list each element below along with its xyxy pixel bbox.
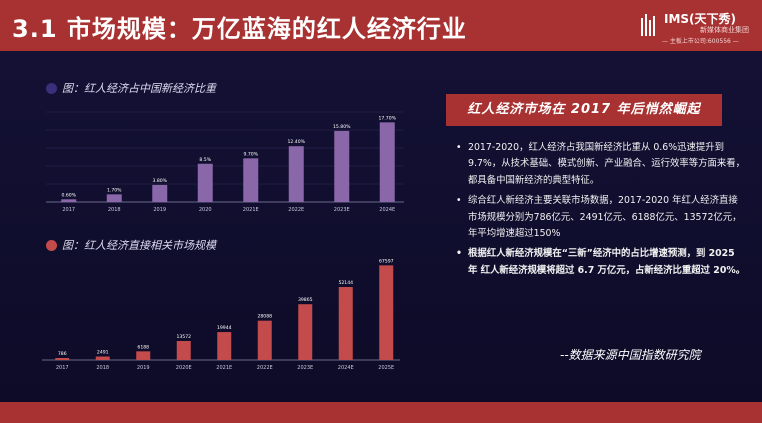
chart2-legend: 图：红人经济直接相关市场规模: [46, 237, 216, 253]
bar: [106, 194, 122, 202]
bar-value-label: 19944: [217, 325, 232, 331]
legend-dot-purple-icon: [46, 82, 57, 94]
x-tick-label: 2021E: [216, 365, 232, 371]
x-tick-label: 2023E: [334, 207, 350, 213]
data-source-note: --数据来源中国指数研究院: [560, 348, 701, 362]
header-bar: 3.1 市场规模：万亿蓝海的红人经济行业 IMS(天下秀) 新媒体商业集团 — …: [0, 0, 762, 51]
bar-value-label: 17.70%: [378, 115, 396, 121]
bar-value-label: 13572: [176, 334, 191, 340]
bullet-item: 综合红人新经济主要关联市场数据，2017-2020 年红人经济直接市场规模分别为…: [456, 193, 746, 242]
logo-bars-icon: [641, 14, 655, 36]
bar: [379, 265, 394, 360]
bar: [55, 358, 70, 360]
x-tick-label: 2020: [199, 207, 212, 213]
bar-value-label: 39865: [298, 297, 313, 303]
bar-value-label: 786: [58, 351, 67, 357]
bar-value-label: 15.80%: [333, 124, 351, 130]
logo-brand-text: IMS(天下秀): [664, 12, 737, 26]
bar: [61, 199, 77, 202]
x-tick-label: 2017: [56, 365, 69, 371]
bar: [176, 340, 191, 360]
bar-value-label: 2491: [97, 350, 109, 356]
x-tick-label: 2020E: [176, 365, 192, 371]
footer-bar: [0, 402, 762, 423]
x-tick-label: 2018: [96, 365, 109, 371]
bar-value-label: 52144: [338, 280, 353, 286]
bar: [217, 332, 232, 360]
chart2-legend-label: 图：红人经济直接相关市场规模: [62, 239, 216, 252]
bar-value-label: 12.40%: [287, 139, 305, 145]
bullet-list: 2017-2020，红人经济占我国新经济比重从 0.6%迅速提升到 9.7%，从…: [456, 140, 746, 283]
bar: [288, 146, 304, 202]
bar: [338, 286, 353, 360]
chart1-legend-label: 图：红人经济占中国新经济比重: [62, 82, 216, 95]
bar-value-label: 67597: [379, 258, 394, 264]
bar: [197, 163, 213, 202]
bar: [152, 184, 168, 202]
x-tick-label: 2025E: [378, 365, 394, 371]
chart-new-economy-share: 0.60% 2017 1.70% 2018 3.80% 2019 8.5% 2020 9.70%…: [46, 111, 404, 213]
logo-stock-code: — 主板上市公司:600556 —: [662, 38, 739, 45]
bullet-item: 根据红人新经济规模在“三新”经济中的占比增速预测，到 2025 年 红人新经济规…: [456, 246, 746, 279]
bar-value-label: 28088: [257, 314, 272, 320]
callout-title: 红人经济市场在 2017 年后悄然崛起: [446, 94, 722, 126]
x-tick-label: 2024E: [338, 365, 354, 371]
chart-market-size: 786 2017 2491 2018 6188 2019 13572 2020E 19944 20…: [42, 258, 400, 371]
brand-logo: IMS(天下秀) 新媒体商业集团 — 主板上市公司:600556 —: [640, 8, 760, 48]
bar: [334, 130, 350, 202]
x-tick-label: 2024E: [379, 207, 395, 213]
bar: [95, 356, 110, 360]
logo-group-text: 新媒体商业集团: [700, 26, 749, 34]
bullet-item: 2017-2020，红人经济占我国新经济比重从 0.6%迅速提升到 9.7%，从…: [456, 140, 746, 189]
bar-value-label: 0.60%: [61, 192, 76, 198]
chart1-legend: 图：红人经济占中国新经济比重: [46, 80, 216, 96]
x-tick-label: 2023E: [297, 365, 313, 371]
bar: [136, 351, 151, 360]
page-title: 3.1 市场规模：万亿蓝海的红人经济行业: [12, 15, 467, 43]
x-tick-label: 2021E: [243, 207, 259, 213]
bar-value-label: 3.80%: [152, 178, 167, 184]
bar: [379, 122, 395, 202]
x-tick-label: 2019: [153, 207, 166, 213]
bar: [257, 320, 272, 360]
bar-value-label: 9.70%: [243, 151, 258, 157]
bar-value-label: 1.70%: [107, 187, 122, 193]
x-tick-label: 2017: [62, 207, 75, 213]
x-tick-label: 2022E: [288, 207, 304, 213]
bar: [298, 304, 313, 360]
bar-value-label: 8.5%: [199, 157, 211, 163]
x-tick-label: 2019: [137, 365, 150, 371]
bar: [243, 158, 259, 202]
x-tick-label: 2022E: [257, 365, 273, 371]
legend-dot-red-icon: [46, 239, 57, 251]
x-tick-label: 2018: [108, 207, 121, 213]
bar-value-label: 6188: [137, 344, 149, 350]
